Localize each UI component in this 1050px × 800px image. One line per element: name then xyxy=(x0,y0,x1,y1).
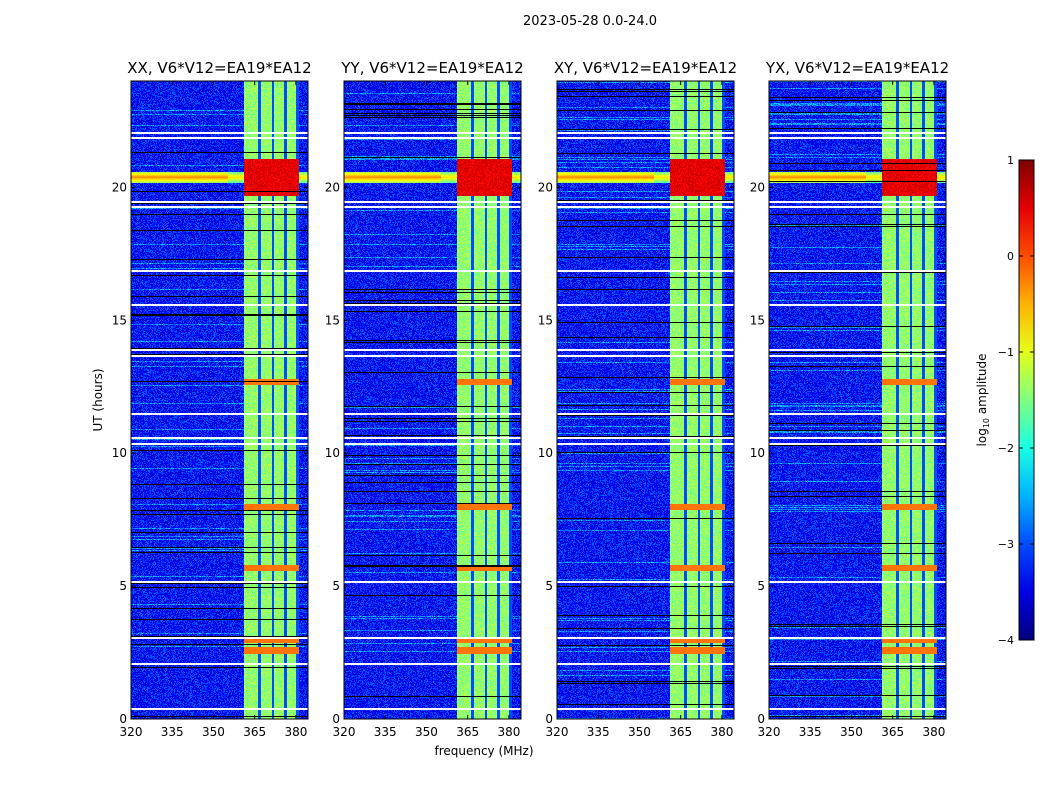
panel-3: YX, V6*V12=EA19*EA12 320 335 350 365 380 0 5 10 1… xyxy=(750,59,949,739)
y-tick-label: 20 xyxy=(538,180,553,194)
y-tick-label: 0 xyxy=(119,712,127,726)
x-tick-label: 320 xyxy=(758,725,781,739)
panel-title: YX, V6*V12=EA19*EA12 xyxy=(765,59,949,77)
y-tick-label: 0 xyxy=(332,712,340,726)
plot-frame xyxy=(343,80,522,720)
y-tick-label: 10 xyxy=(538,446,553,460)
x-tick-label: 350 xyxy=(415,725,438,739)
y-tick-label: 15 xyxy=(325,313,340,327)
x-tick-label: 380 xyxy=(922,725,945,739)
heatmap-2 xyxy=(557,81,734,719)
y-tick-label: 5 xyxy=(119,579,127,593)
x-tick-label: 365 xyxy=(456,725,479,739)
x-tick-label: 320 xyxy=(546,725,569,739)
panel-title: YY, V6*V12=EA19*EA12 xyxy=(340,59,523,77)
x-tick-label: 335 xyxy=(587,725,610,739)
heatmap-0 xyxy=(131,81,308,719)
colorbar-bar xyxy=(1018,159,1035,641)
y-tick-label: 15 xyxy=(538,313,553,327)
colorbar-label-rest: amplitude xyxy=(975,354,989,418)
y-tick-label: 20 xyxy=(750,180,765,194)
x-tick-label: 335 xyxy=(161,725,184,739)
x-tick-label: 380 xyxy=(284,725,307,739)
x-tick-label: 350 xyxy=(628,725,651,739)
colorbar-tick-label: 1 xyxy=(1007,154,1014,167)
colorbar-tick-label: −2 xyxy=(998,442,1014,455)
x-tick-label: 320 xyxy=(120,725,143,739)
y-tick-label: 10 xyxy=(750,446,765,460)
x-tick-label: 380 xyxy=(710,725,733,739)
plot-frame xyxy=(556,80,735,720)
y-axis-label: UT (hours) xyxy=(91,368,105,431)
panel-title: XX, V6*V12=EA19*EA12 xyxy=(127,59,311,77)
colorbar-tick-label: −1 xyxy=(998,346,1014,359)
panel-title: XY, V6*V12=EA19*EA12 xyxy=(554,59,737,77)
x-tick-label: 380 xyxy=(497,725,520,739)
x-tick-label: 350 xyxy=(840,725,863,739)
colorbar-label-main: log xyxy=(975,428,989,446)
y-tick-label: 10 xyxy=(112,446,127,460)
y-tick-label: 5 xyxy=(757,579,765,593)
panel-1: YY, V6*V12=EA19*EA12 320 335 350 365 380 0 5 10 1… xyxy=(325,59,534,758)
x-tick-label: 365 xyxy=(881,725,904,739)
colorbar-tick-label: −4 xyxy=(998,634,1014,647)
heatmap-3 xyxy=(769,81,946,719)
colorbar-label: log10 amplitude xyxy=(975,354,991,447)
x-tick-label: 335 xyxy=(799,725,822,739)
figure-title: 2023-05-28 0.0-24.0 xyxy=(523,14,657,29)
colorbar-label-sub: 10 xyxy=(982,418,991,428)
colorbar-tick-label: −3 xyxy=(998,538,1014,551)
x-tick-label: 335 xyxy=(374,725,397,739)
y-tick-label: 0 xyxy=(757,712,765,726)
x-tick-label: 320 xyxy=(333,725,356,739)
plot-frame xyxy=(768,80,947,720)
y-tick-label: 0 xyxy=(545,712,553,726)
heatmap-1 xyxy=(344,81,521,719)
x-tick-label: 350 xyxy=(202,725,225,739)
y-tick-label: 15 xyxy=(750,313,765,327)
x-tick-label: 365 xyxy=(669,725,692,739)
y-tick-label: 5 xyxy=(545,579,553,593)
y-tick-label: 20 xyxy=(325,180,340,194)
panel-2: XY, V6*V12=EA19*EA12 320 335 350 365 380 0 5 10 1… xyxy=(538,59,737,739)
y-tick-label: 20 xyxy=(112,180,127,194)
x-axis-label: frequency (MHz) xyxy=(434,744,533,758)
x-tick-label: 365 xyxy=(243,725,266,739)
panel-0: XX, V6*V12=EA19*EA12 320 335 350 365 380 0 5 10 1… xyxy=(91,59,312,739)
y-tick-label: 5 xyxy=(332,579,340,593)
y-tick-label: 10 xyxy=(325,446,340,460)
plot-frame xyxy=(130,80,309,720)
y-tick-label: 15 xyxy=(112,313,127,327)
colorbar-tick-label: 0 xyxy=(1007,250,1014,263)
